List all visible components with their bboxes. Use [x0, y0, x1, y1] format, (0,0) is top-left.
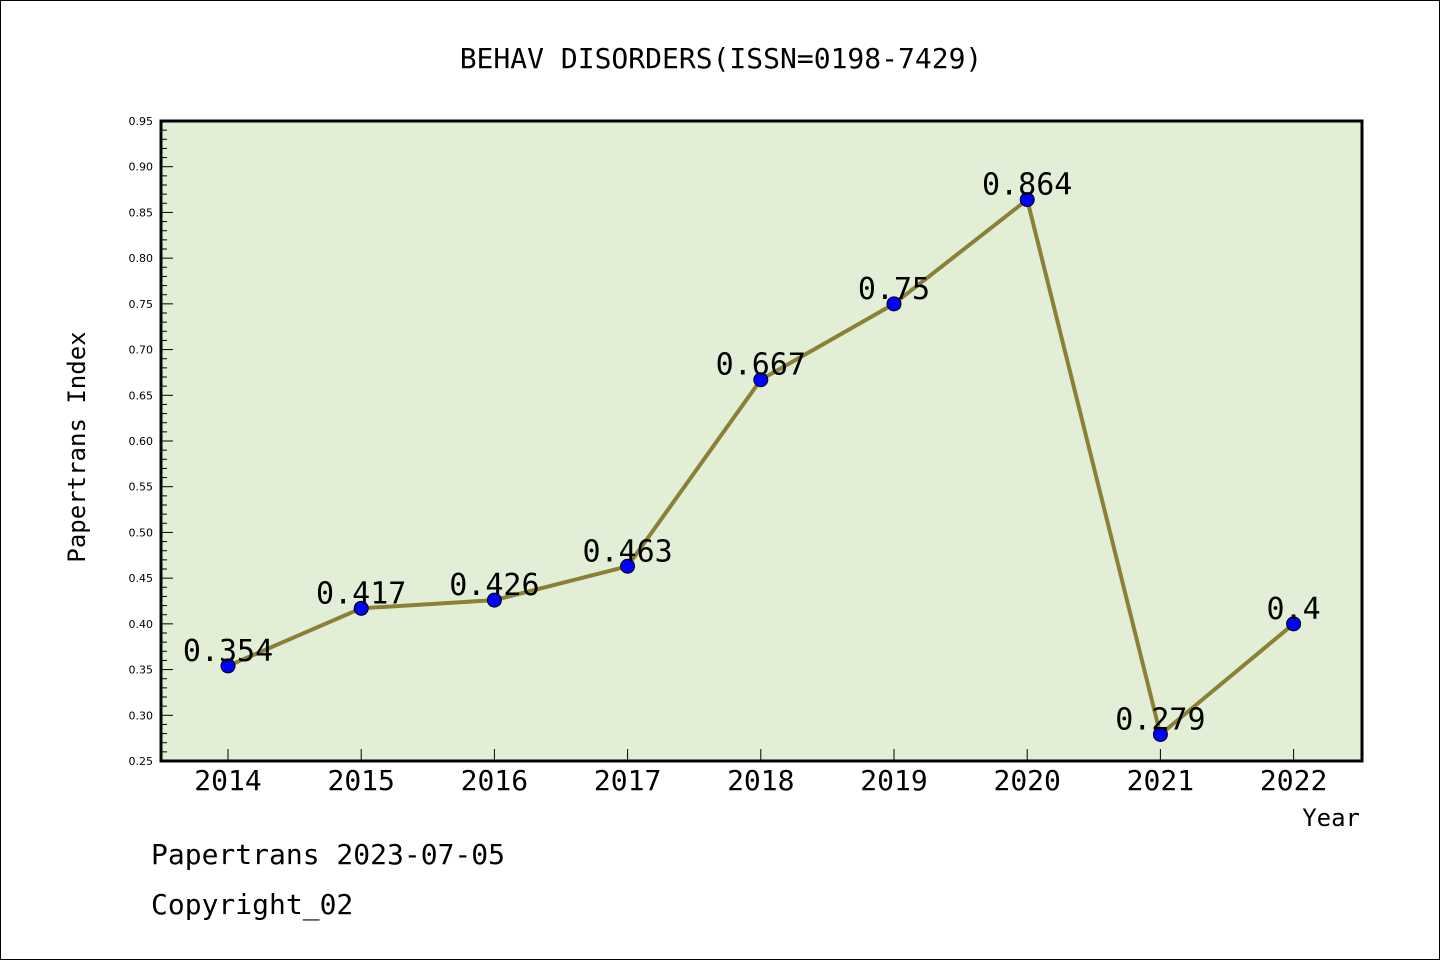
x-tick-label: 2019	[860, 764, 927, 797]
x-axis-ticks: 2014 2015 2016 2017 2018 2019 2020 2021 2022	[194, 749, 1327, 797]
data-point-marker	[620, 558, 636, 574]
y-tick-label: 0.25	[129, 755, 154, 768]
data-label: 0.864	[982, 168, 1072, 203]
data-point-marker	[753, 372, 769, 388]
x-tick-label: 2014	[194, 764, 261, 797]
y-tick-label: 0.70	[129, 344, 154, 357]
data-point-marker	[1019, 192, 1035, 208]
x-tick-label: 2021	[1127, 764, 1194, 797]
y-axis-ticks: 0.25 0.30 0.35 0.40 0.45 0.50 0.55 0.60 0.65 0.70…	[129, 115, 173, 768]
data-point-marker	[353, 600, 369, 616]
y-tick-label: 0.45	[129, 572, 154, 585]
plot-area	[159, 119, 1364, 763]
x-tick-label: 2015	[327, 764, 394, 797]
data-label: 0.354	[183, 634, 273, 669]
y-tick-label: 0.95	[129, 115, 154, 128]
data-label: 0.4	[1267, 592, 1321, 627]
y-tick-label: 0.30	[129, 709, 154, 722]
chart-title: BEHAV DISORDERS(ISSN=0198-7429)	[460, 42, 983, 75]
x-tick-label: 2016	[461, 764, 528, 797]
y-tick-label: 0.85	[129, 206, 154, 219]
y-tick-label: 0.60	[129, 435, 154, 448]
data-label: 0.279	[1115, 702, 1205, 737]
x-axis-label: Year	[1302, 804, 1360, 832]
series-markers	[220, 192, 1302, 742]
x-tick-label: 2018	[727, 764, 794, 797]
data-point-marker	[486, 592, 502, 608]
data-point-marker	[1152, 726, 1168, 742]
data-point-marker	[1286, 616, 1302, 632]
y-axis-label: Papertrans Index	[63, 331, 91, 562]
x-tick-label: 2020	[993, 764, 1060, 797]
data-labels: 0.354 0.417 0.426 0.463 0.667 0.75 0.864 0.279 0…	[183, 168, 1321, 738]
y-tick-label: 0.40	[129, 618, 154, 631]
data-point-marker	[886, 296, 902, 312]
y-tick-label: 0.50	[129, 526, 154, 539]
y-tick-label: 0.55	[129, 481, 154, 494]
x-tick-label: 2022	[1260, 764, 1327, 797]
footer-copyright: Copyright_02	[151, 888, 353, 922]
data-label: 0.463	[582, 534, 672, 569]
data-label: 0.417	[316, 576, 406, 611]
y-tick-label: 0.80	[129, 252, 154, 265]
y-tick-label: 0.35	[129, 664, 154, 677]
y-tick-label: 0.75	[129, 298, 154, 311]
data-point-marker	[220, 658, 236, 674]
data-label: 0.426	[449, 568, 539, 603]
y-tick-label: 0.65	[129, 389, 154, 402]
footer-date: Papertrans 2023-07-05	[151, 838, 505, 871]
data-label: 0.75	[858, 272, 930, 307]
x-tick-label: 2017	[594, 764, 661, 797]
y-tick-label: 0.90	[129, 161, 154, 174]
data-label: 0.667	[716, 348, 806, 383]
